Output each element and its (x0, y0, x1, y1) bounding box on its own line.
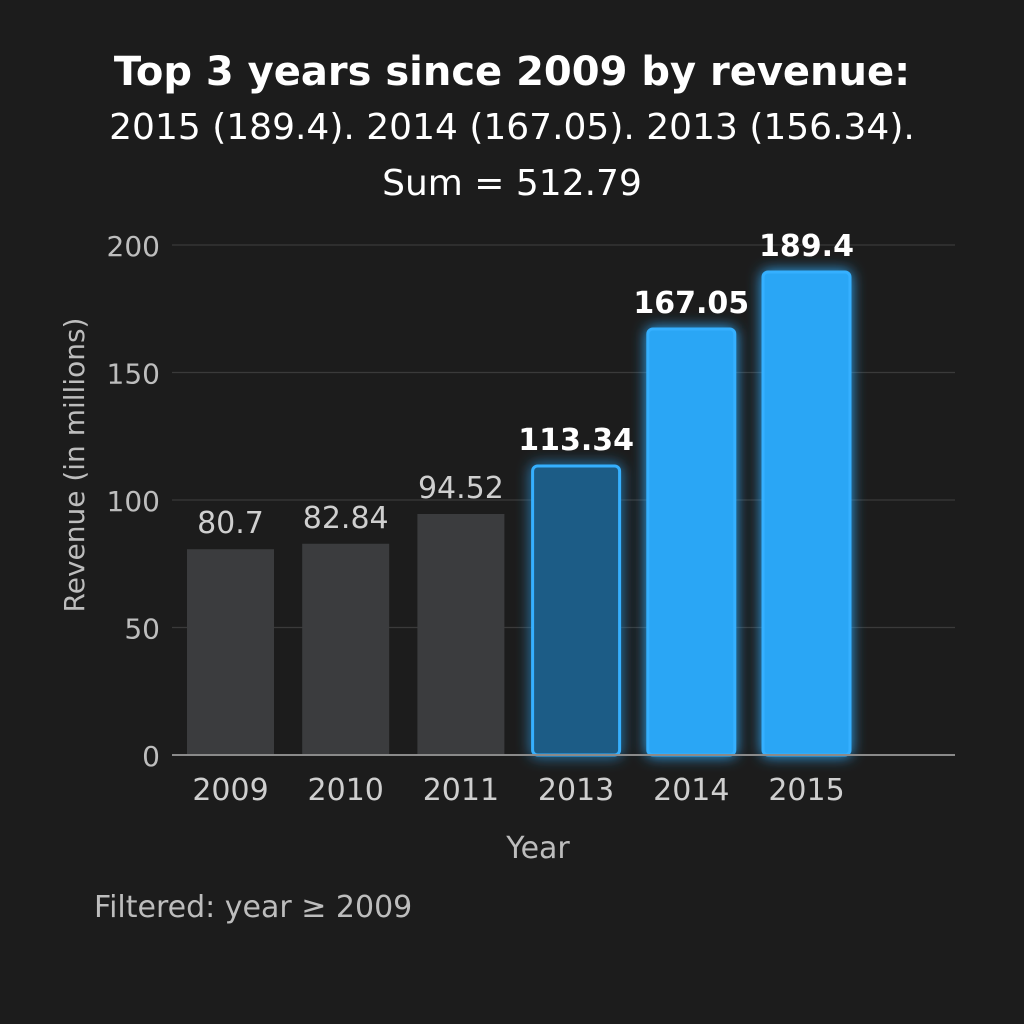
bar-2010 (302, 543, 390, 755)
x-axis-ticks: 2009 2010 2011 2013 2014 2015 (192, 773, 844, 808)
data-label-2013: 113.34 (518, 423, 634, 458)
x-tick-label-2009: 2009 (192, 773, 268, 808)
x-tick-label-2010: 2010 (308, 773, 384, 808)
data-label-2011: 94.52 (418, 471, 504, 506)
filter-note: Filtered: year ≥ 2009 (94, 890, 413, 925)
x-tick-label-2013: 2013 (538, 773, 614, 808)
y-axis-label: Revenue (in millions) (58, 318, 91, 613)
bar-2011 (417, 513, 505, 755)
title-line-1: Top 3 years since 2009 by revenue: (113, 49, 911, 95)
bars (187, 270, 852, 757)
chart-title: Top 3 years since 2009 by revenue: 2015 … (0, 44, 1024, 212)
bar-2013 (531, 464, 622, 757)
data-label-2010: 82.84 (303, 501, 389, 536)
data-label-2014: 167.05 (633, 286, 749, 321)
bar-2009 (187, 549, 274, 755)
data-label-2015: 189.4 (759, 229, 854, 264)
y-axis-ticks: 0 50 100 150 200 (107, 230, 160, 773)
data-labels: 80.7 82.84 94.52 113.34 167.05 189.4 (197, 229, 854, 541)
bar-2015 (761, 270, 852, 757)
x-tick-label-2014: 2014 (653, 773, 729, 808)
title-line-3: Sum = 512.79 (382, 163, 642, 204)
y-tick-label: 200 (107, 230, 160, 263)
y-tick-label: 50 (124, 613, 160, 646)
y-tick-label: 0 (142, 740, 160, 773)
x-tick-label-2011: 2011 (423, 773, 499, 808)
x-tick-label-2015: 2015 (768, 773, 844, 808)
bar-2014 (646, 327, 737, 757)
data-label-2009: 80.7 (197, 506, 264, 541)
y-tick-label: 100 (107, 485, 160, 518)
x-axis-label: Year (505, 831, 570, 866)
y-tick-label: 150 (107, 358, 160, 391)
title-line-2: 2015 (189.4). 2014 (167.05). 2013 (156.3… (109, 107, 915, 148)
